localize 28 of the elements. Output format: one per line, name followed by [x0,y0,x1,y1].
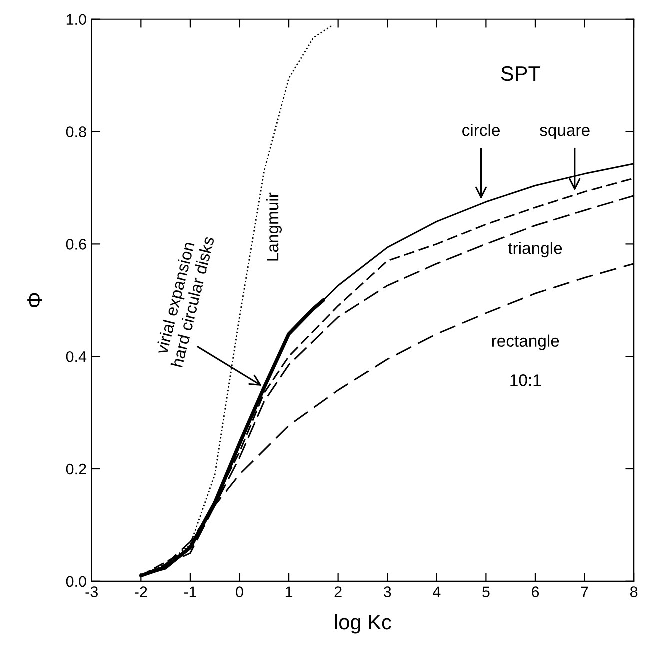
x-tick-label: -3 [86,586,98,598]
annotation: circle [462,124,500,136]
y-tick-label: 0.8 [66,126,86,138]
y-tick-label: 0.4 [66,351,87,362]
annotation: virial expansion hard circular disks [155,236,215,368]
x-tick-label: 0 [236,586,244,598]
y-axis-title: Φ [28,293,42,308]
annotation: Langmuir [266,192,282,261]
x-tick-label: -1 [184,586,196,598]
x-tick-label: 8 [630,586,638,598]
x-tick-label: 1 [286,586,293,598]
x-tick-label: -2 [135,586,148,598]
annotation: rectangle [492,334,560,350]
y-tick-label: 0.6 [66,239,86,250]
x-tick-label: 5 [482,586,490,598]
annotation: triangle [508,242,562,258]
y-tick-label: 0.2 [66,464,86,475]
x-tick-label: 2 [334,586,342,598]
annotation: SPT [501,66,540,82]
x-axis-title: log Kc [335,614,392,634]
y-tick-label: 1.0 [66,14,86,26]
x-tick-label: 4 [433,586,441,598]
annotation: square [540,127,590,140]
x-tick-label: 6 [532,586,540,598]
y-tick-label: 0.0 [66,576,86,588]
x-tick-label: 3 [384,586,392,598]
annotation: 10:1 [510,374,542,386]
x-tick-label: 7 [581,586,588,598]
